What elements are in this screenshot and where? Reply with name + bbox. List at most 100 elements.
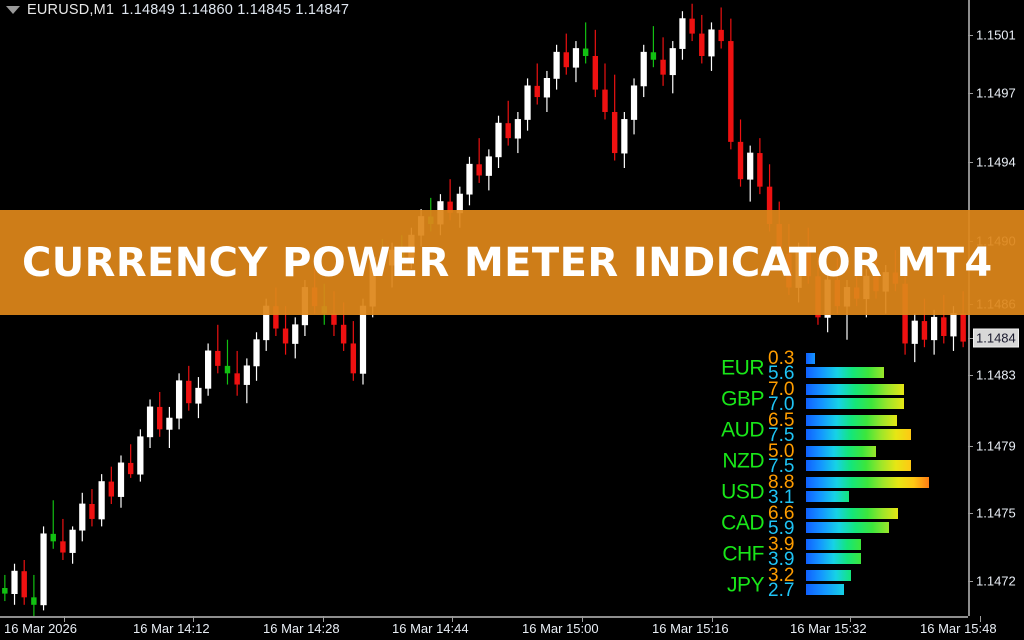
current-price-label: 1.1484 bbox=[974, 329, 1018, 347]
strength-bar-bottom bbox=[806, 367, 885, 378]
time-label: 16 Mar 14:28 bbox=[263, 621, 340, 636]
time-axis-line bbox=[0, 616, 968, 618]
banner-title: CURRENCY POWER METER INDICATOR MT4 bbox=[22, 239, 993, 286]
price-tick bbox=[968, 581, 973, 582]
strength-bar-bottom bbox=[806, 553, 861, 564]
strength-bar-top bbox=[806, 415, 897, 426]
meter-row-labels: AUD 6.5 7.5 bbox=[718, 410, 806, 446]
meter-row-labels: CAD 6.6 5.9 bbox=[718, 503, 806, 539]
meter-row: JPY 3.2 2.7 bbox=[718, 565, 950, 601]
price-label: 1.1479 bbox=[976, 438, 1016, 454]
meter-row: AUD 6.5 7.5 bbox=[718, 410, 950, 446]
currency-strength-value-bottom: 3.1 bbox=[768, 487, 795, 508]
strength-bar-top bbox=[806, 384, 904, 395]
currency-code: JPY bbox=[726, 573, 765, 596]
time-tick bbox=[582, 616, 583, 622]
symbol-label: EURUSD,M1 bbox=[27, 2, 115, 18]
strength-bar-bottom bbox=[806, 429, 911, 440]
time-label: 16 Mar 15:32 bbox=[790, 621, 867, 636]
strength-bar-bottom bbox=[806, 398, 904, 409]
currency-strength-value-top: 6.6 bbox=[768, 503, 795, 524]
time-label: 16 Mar 15:00 bbox=[522, 621, 599, 636]
time-tick bbox=[712, 616, 713, 622]
currency-code: AUD bbox=[721, 418, 764, 441]
currency-strength-value-bottom: 5.6 bbox=[768, 363, 795, 384]
meter-bars bbox=[806, 538, 950, 569]
meter-row: CHF 3.9 3.9 bbox=[718, 535, 950, 570]
time-tick bbox=[980, 616, 981, 622]
strength-bar-bottom bbox=[806, 522, 889, 533]
currency-strength-value-top: 7.0 bbox=[768, 379, 795, 400]
meter-bars bbox=[806, 414, 950, 445]
price-tick bbox=[968, 162, 973, 163]
currency-strength-value-bottom: 5.9 bbox=[768, 518, 795, 539]
price-label: 1.1497 bbox=[976, 85, 1016, 101]
strength-bar-top bbox=[806, 353, 815, 364]
meter-row: GBP 7.0 7.0 bbox=[718, 379, 950, 415]
time-tick bbox=[193, 616, 194, 622]
time-tick bbox=[323, 616, 324, 622]
strength-bar-top bbox=[806, 508, 899, 519]
strength-bar-top bbox=[806, 477, 930, 488]
meter-row: CAD 6.6 5.9 bbox=[718, 503, 950, 539]
symbol-header: EURUSD,M1 1.14849 1.14860 1.14845 1.1484… bbox=[0, 0, 349, 20]
strength-bar-bottom bbox=[806, 491, 850, 502]
currency-strength-value-bottom: 7.5 bbox=[768, 456, 795, 477]
price-tick bbox=[968, 93, 973, 94]
time-label: 16 Mar 14:44 bbox=[392, 621, 469, 636]
currency-code: CHF bbox=[722, 542, 764, 565]
price-tick bbox=[968, 35, 973, 36]
currency-code: GBP bbox=[721, 387, 764, 410]
currency-strength-value-bottom: 7.5 bbox=[768, 425, 795, 446]
meter-row: EUR 0.3 5.6 bbox=[718, 348, 950, 384]
time-label: 16 Mar 15:16 bbox=[652, 621, 729, 636]
time-axis[interactable]: 16 Mar 2026 16 Mar 14:12 16 Mar 14:28 16 Ma… bbox=[0, 616, 1024, 640]
strength-bar-top bbox=[806, 570, 851, 581]
strength-bar-top bbox=[806, 539, 861, 550]
currency-strength-value-bottom: 7.0 bbox=[768, 394, 795, 415]
currency-strength-value-top: 5.0 bbox=[768, 441, 795, 462]
meter-row: NZD 5.0 7.5 bbox=[718, 441, 950, 477]
time-tick bbox=[64, 616, 65, 622]
meter-bars bbox=[806, 445, 950, 476]
currency-code: USD bbox=[721, 480, 764, 503]
price-label: 1.1501 bbox=[976, 27, 1016, 43]
currency-code: EUR bbox=[721, 356, 764, 379]
currency-strength-value-top: 6.5 bbox=[768, 410, 795, 431]
price-label: 1.1472 bbox=[976, 573, 1016, 589]
time-label: 16 Mar 14:12 bbox=[133, 621, 210, 636]
time-label: 16 Mar 15:48 bbox=[920, 621, 997, 636]
price-tick bbox=[968, 375, 973, 376]
currency-strength-value-top: 3.2 bbox=[768, 565, 795, 586]
strength-bar-bottom bbox=[806, 460, 911, 471]
price-label: 1.1483 bbox=[976, 367, 1016, 383]
triangle-down-icon[interactable] bbox=[6, 6, 20, 14]
meter-bars bbox=[806, 569, 950, 600]
meter-row-labels: NZD 5.0 7.5 bbox=[718, 441, 806, 477]
time-tick bbox=[452, 616, 453, 622]
meter-row-labels: JPY 3.2 2.7 bbox=[718, 565, 806, 601]
price-tick bbox=[968, 446, 973, 447]
currency-power-meter-panel: EUR 0.3 5.6 GBP 7.0 7.0 AUD 6.5 7.5 NZD 5.0 7.5 USD 8… bbox=[718, 348, 950, 602]
price-tick bbox=[968, 338, 973, 339]
title-banner: CURRENCY POWER METER INDICATOR MT4 bbox=[0, 210, 1024, 315]
time-label: 16 Mar 2026 bbox=[4, 621, 77, 636]
currency-strength-value-bottom: 2.7 bbox=[768, 580, 795, 601]
meter-row: USD 8.8 3.1 bbox=[718, 472, 950, 508]
time-tick bbox=[850, 616, 851, 622]
currency-strength-value-top: 8.8 bbox=[768, 472, 795, 493]
meter-bars bbox=[806, 476, 950, 507]
ohlc-quote: 1.14849 1.14860 1.14845 1.14847 bbox=[121, 2, 350, 18]
currency-strength-value-bottom: 3.9 bbox=[768, 549, 795, 570]
meter-bars bbox=[806, 507, 950, 538]
meter-bars bbox=[806, 383, 950, 414]
price-label: 1.1475 bbox=[976, 505, 1016, 521]
currency-strength-value-top: 0.3 bbox=[768, 348, 795, 369]
price-tick bbox=[968, 513, 973, 514]
price-label: 1.1494 bbox=[976, 154, 1016, 170]
meter-bars bbox=[806, 352, 950, 383]
meter-row-labels: GBP 7.0 7.0 bbox=[718, 379, 806, 415]
currency-code: NZD bbox=[722, 449, 764, 472]
meter-row-labels: CHF 3.9 3.9 bbox=[718, 535, 806, 570]
